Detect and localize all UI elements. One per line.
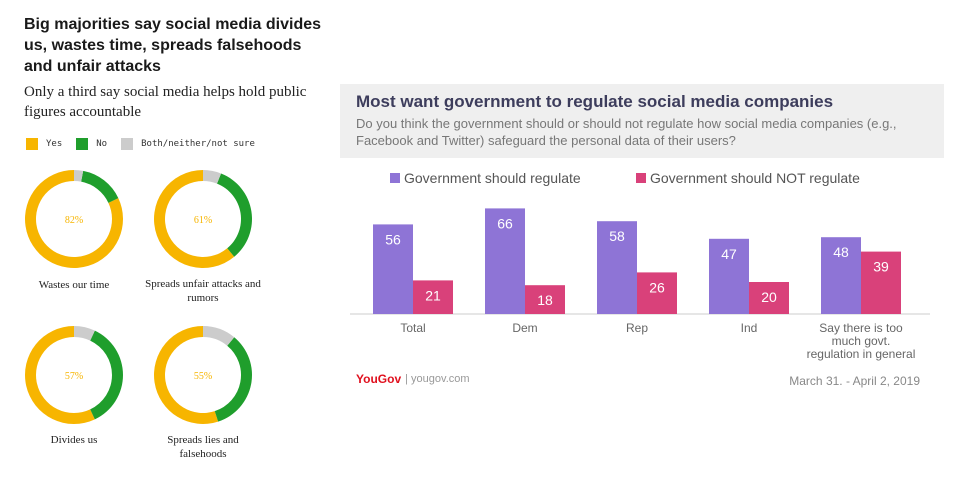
- legend-swatch-yes: [26, 138, 38, 150]
- legend-label-no: No: [96, 139, 108, 149]
- donut-label-wastes-time: Wastes our time: [38, 279, 110, 291]
- category-label: Say there is too much govt. regulation in …: [807, 321, 916, 361]
- bar-value-label: 21: [425, 287, 441, 303]
- bar-0-4: [821, 237, 861, 314]
- donut-slice-no: [216, 173, 252, 257]
- bar-1-3: [749, 282, 789, 314]
- donut-label-unfair-attacks: Spreads unfair attacks and rumors: [145, 278, 261, 304]
- bar-0-2: [597, 221, 637, 314]
- bar-chart: Government should regulate Government sho…: [350, 170, 930, 361]
- donut-slice-other: [203, 326, 235, 346]
- survey-date: March 31. - April 2, 2019: [789, 374, 920, 388]
- donut-center-label: 61%: [194, 215, 212, 226]
- bar-0-0: [373, 224, 413, 314]
- bar-value-label: 48: [833, 244, 849, 260]
- bar-1-4: [861, 251, 901, 314]
- donut-slice-other: [74, 170, 84, 182]
- donut-label-lies: Spreads lies and falsehoods: [167, 434, 239, 460]
- donut-slice-other: [74, 326, 95, 341]
- donut-panel-title: Big majorities say social media divides …: [24, 16, 322, 75]
- yougov-logo: YouGov: [356, 372, 402, 386]
- donut-svg: 57%: [25, 326, 123, 424]
- bar-0-3: [709, 238, 749, 314]
- legend-label-yes: Yes: [46, 139, 63, 149]
- source-url: yougov.com: [411, 373, 470, 385]
- donut-label-divides-us: Divides us: [50, 434, 98, 446]
- source-footer: YouGov | yougov.com: [356, 372, 470, 386]
- category-label: Ind: [741, 321, 758, 335]
- legend-item-yes: Yes: [26, 138, 62, 150]
- donut-chart-unfair-attacks: 61%: [153, 169, 253, 269]
- chart-header-banner: [340, 84, 944, 158]
- donut-center-label: 55%: [194, 371, 212, 382]
- donut-svg: 61%: [154, 170, 252, 268]
- bar-value-label: 26: [649, 279, 665, 295]
- bar-0-1: [485, 208, 525, 314]
- category-label: Dem: [512, 321, 537, 335]
- legend-item-no: No: [76, 138, 107, 150]
- legend-swatch-series-1: [636, 173, 646, 183]
- donut-slice-no: [81, 170, 119, 203]
- legend-swatch-series-0: [390, 173, 400, 183]
- legend-label-other: Both/neither/not sure: [141, 139, 255, 149]
- bar-1-0: [413, 280, 453, 314]
- bar-chart-title: Most want government to regulate social …: [356, 92, 834, 111]
- category-label: Rep: [626, 321, 648, 335]
- bar-value-label: 47: [721, 246, 737, 262]
- bar-value-label: 58: [609, 228, 625, 244]
- legend-label-series-0: Government should regulate: [404, 170, 581, 186]
- donut-chart-lies: 55%: [153, 325, 253, 425]
- legend-swatch-other: [121, 138, 134, 150]
- donut-center-label: 82%: [65, 215, 83, 226]
- bar-1-1: [525, 285, 565, 314]
- bar-value-label: 18: [537, 292, 553, 308]
- donut-slice-yes: [153, 326, 219, 424]
- donut-chart-wastes-time: 82%: [24, 169, 124, 269]
- source-separator: |: [405, 373, 412, 385]
- donut-center-label: 57%: [65, 371, 83, 382]
- category-label: Total: [400, 321, 425, 335]
- donut-svg: 55%: [153, 326, 252, 424]
- category-label-line: Say there is too: [819, 321, 903, 335]
- right-panel: Most want government to regulate social …: [340, 84, 944, 404]
- bar-value-label: 20: [761, 289, 777, 305]
- donut-slice-other: [203, 170, 222, 184]
- category-label-line: regulation in general: [807, 347, 916, 361]
- donut-slice-no: [214, 337, 252, 422]
- legend-swatch-no: [76, 138, 89, 150]
- donut-svg: 82%: [25, 170, 123, 268]
- bar-1-2: [637, 272, 677, 314]
- legend-item-other: Both/neither/not sure: [121, 138, 255, 150]
- donut-chart-divides-us: 57%: [24, 325, 124, 425]
- left-panel: Big majorities say social media divides …: [0, 0, 340, 482]
- donut-slice-yes: [25, 326, 95, 424]
- bar-value-label: 56: [385, 231, 401, 247]
- bar-value-label: 66: [497, 215, 513, 231]
- donut-slice-yes: [154, 170, 235, 268]
- donut-legend: Yes No Both/neither/not sure: [26, 138, 269, 150]
- donut-panel-subtitle: Only a third say social media helps hold…: [24, 84, 307, 120]
- donut-slice-no: [90, 330, 123, 420]
- legend-label-series-1: Government should NOT regulate: [650, 170, 860, 186]
- bar-chart-subtitle: Do you think the government should or sh…: [356, 116, 897, 148]
- category-label-line: much govt.: [832, 334, 891, 348]
- bar-value-label: 39: [873, 259, 889, 275]
